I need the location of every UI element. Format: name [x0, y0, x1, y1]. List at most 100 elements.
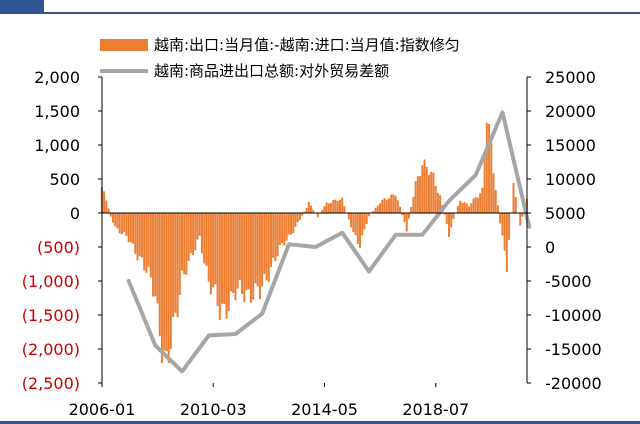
bar	[505, 213, 508, 272]
bar	[256, 213, 259, 287]
bar	[439, 195, 442, 213]
bar	[252, 213, 255, 300]
bar	[481, 187, 484, 213]
bar	[352, 213, 355, 233]
bar	[205, 213, 208, 266]
bar	[383, 198, 386, 213]
x-tick-label: 2018-07	[402, 400, 469, 419]
bar	[399, 206, 402, 213]
bar	[247, 213, 250, 290]
bar	[456, 205, 459, 213]
legend-line-label: 越南:商品进出口总额:对外贸易差额	[154, 62, 390, 80]
bar	[336, 201, 339, 213]
bar	[350, 213, 353, 228]
bar	[476, 197, 479, 213]
bar	[365, 213, 368, 225]
bar	[149, 213, 152, 278]
bar	[172, 213, 175, 318]
bar	[163, 213, 166, 351]
bar	[359, 213, 361, 248]
bar	[138, 213, 141, 257]
bar	[203, 213, 206, 264]
legend-line-swatch	[100, 68, 148, 73]
bar	[140, 213, 143, 258]
bar	[105, 200, 108, 213]
bar	[414, 181, 417, 213]
bar	[450, 213, 453, 228]
bar	[425, 167, 428, 213]
bar	[367, 213, 370, 217]
bar	[490, 142, 493, 213]
bar	[443, 213, 446, 215]
left-axis-ticks: 2,000 1,500 1,000 500 0 (500) (1,000) (1,500) (2…	[22, 68, 102, 393]
bar	[307, 201, 310, 213]
bar	[243, 213, 246, 303]
bar	[276, 213, 279, 257]
bar	[363, 213, 366, 230]
bar	[236, 213, 239, 289]
x-tick-label: 2010-03	[180, 400, 247, 419]
left-tick-label: (1,500)	[22, 306, 80, 325]
header-rule	[0, 12, 640, 14]
bar	[463, 202, 466, 213]
x-tick-label: 2014-05	[291, 400, 358, 419]
bar	[374, 207, 377, 213]
bar	[207, 213, 210, 282]
bar	[356, 213, 359, 244]
bar	[107, 208, 110, 213]
legend-bar-label: 越南:出口:当月值:-越南:进口:当月值:指数修匀	[154, 36, 460, 54]
bar	[143, 213, 146, 271]
bar	[225, 213, 228, 319]
bar	[512, 183, 515, 213]
bar	[379, 203, 382, 213]
legend-bar-swatch	[100, 38, 148, 51]
bar	[405, 213, 408, 232]
footer-rule	[0, 421, 640, 424]
bar	[152, 213, 155, 297]
bar	[521, 213, 524, 217]
bar	[136, 213, 139, 261]
x-axis-ticks: 2006-01 2010-03 2014-05 2018-07	[69, 383, 469, 419]
bar	[305, 207, 308, 213]
bar	[334, 199, 337, 213]
bar	[103, 191, 106, 213]
header-strip	[0, 0, 640, 14]
axes	[101, 77, 528, 383]
bar	[501, 213, 504, 236]
bar	[494, 190, 497, 213]
bar	[214, 213, 217, 285]
bar	[169, 213, 172, 349]
left-tick-label: 2,000	[34, 68, 80, 87]
bar	[410, 206, 413, 213]
bar	[165, 213, 168, 352]
bar	[436, 192, 439, 213]
bar	[470, 203, 473, 213]
header-accent	[0, 0, 44, 12]
bar	[112, 213, 115, 223]
bar	[421, 165, 424, 213]
bar	[479, 193, 482, 213]
left-tick-label: 1,500	[34, 102, 80, 121]
bar	[209, 213, 212, 295]
bar	[468, 206, 471, 213]
bar	[227, 213, 230, 311]
bar	[488, 124, 491, 213]
bar	[303, 211, 306, 213]
bar	[492, 173, 495, 213]
legend-item-line: 越南:商品进出口总额:对外贸易差额	[100, 60, 389, 81]
bar	[147, 213, 150, 267]
bar	[185, 213, 188, 275]
bar	[176, 213, 179, 318]
bar	[109, 213, 112, 217]
bar	[412, 196, 415, 213]
bar	[221, 213, 224, 304]
bar	[287, 213, 290, 235]
bar	[499, 213, 502, 224]
bar	[154, 213, 157, 297]
bar	[396, 200, 399, 213]
bar	[267, 213, 270, 282]
bar	[354, 213, 357, 236]
bar	[123, 213, 126, 232]
bar	[332, 199, 335, 213]
